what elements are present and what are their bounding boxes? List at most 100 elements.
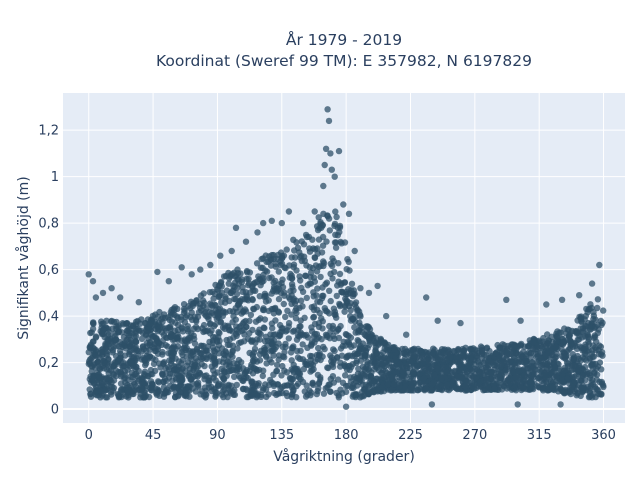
data-point <box>355 365 362 372</box>
data-point <box>275 295 283 303</box>
data-point <box>278 328 286 335</box>
data-point <box>327 388 334 395</box>
data-point <box>332 208 339 215</box>
data-point <box>125 394 132 401</box>
data-point <box>364 324 372 331</box>
data-point <box>285 335 292 342</box>
data-point <box>503 349 510 356</box>
data-point <box>287 349 295 356</box>
outlier-point <box>322 145 330 152</box>
data-point <box>160 360 167 367</box>
data-point <box>100 320 107 327</box>
data-point <box>352 299 360 306</box>
chart-title-line2: Koordinat (Sweref 99 TM): E 357982, N 61… <box>156 52 532 70</box>
data-point <box>281 292 288 299</box>
data-point <box>172 319 179 326</box>
data-point <box>235 329 242 336</box>
data-point <box>479 348 486 355</box>
data-point <box>209 288 216 296</box>
data-point <box>487 370 494 377</box>
data-point <box>563 353 570 360</box>
data-point <box>279 276 286 283</box>
data-point <box>261 292 269 300</box>
data-point <box>216 282 223 290</box>
data-point <box>87 329 94 337</box>
data-point <box>582 363 589 371</box>
outlier-point <box>325 117 333 125</box>
data-point <box>329 322 337 330</box>
data-point <box>311 320 319 328</box>
data-point <box>117 368 124 376</box>
data-point <box>504 376 512 384</box>
data-point <box>160 384 168 391</box>
outlier-point <box>428 401 436 408</box>
data-point <box>354 337 361 344</box>
data-point <box>317 374 324 381</box>
x-axis-title: Vågriktning (grader) <box>273 448 415 465</box>
data-point <box>560 338 567 346</box>
data-point <box>225 382 232 390</box>
data-point <box>177 313 185 321</box>
data-point <box>303 382 310 389</box>
data-point <box>146 346 153 353</box>
data-point <box>297 254 304 261</box>
data-point <box>226 327 234 334</box>
data-point <box>194 325 201 333</box>
x-tick-label: 270 <box>462 428 487 443</box>
data-point <box>285 323 292 330</box>
data-point <box>341 308 348 315</box>
outlier-point <box>365 289 373 297</box>
data-point <box>288 391 296 398</box>
data-point <box>229 271 236 278</box>
outlier-point <box>588 280 596 287</box>
data-point <box>489 352 496 360</box>
data-point <box>310 306 318 314</box>
data-point <box>202 312 210 319</box>
outlier-point <box>285 208 293 215</box>
data-point <box>443 368 450 376</box>
data-point <box>160 311 168 318</box>
data-point <box>512 362 519 369</box>
data-point <box>203 372 210 379</box>
data-point <box>598 366 605 373</box>
data-point <box>373 375 381 382</box>
outlier-point <box>514 401 521 408</box>
outlier-point <box>342 403 350 410</box>
data-point <box>138 335 146 342</box>
data-point <box>255 273 262 280</box>
data-point <box>298 238 305 245</box>
data-point <box>200 302 207 310</box>
data-point <box>409 368 417 376</box>
data-point <box>302 272 310 280</box>
data-point <box>288 311 295 318</box>
data-point <box>253 260 261 267</box>
data-point <box>353 304 360 311</box>
data-point <box>166 324 173 331</box>
data-point <box>237 339 245 346</box>
data-point <box>423 367 430 374</box>
data-point <box>218 345 226 352</box>
data-point <box>298 284 305 292</box>
outlier-point <box>596 261 603 269</box>
y-tick-label: 0,4 <box>38 310 59 325</box>
data-point <box>367 330 375 338</box>
data-point <box>290 236 297 243</box>
data-point <box>212 377 219 384</box>
data-point <box>90 320 97 327</box>
data-point <box>348 363 355 371</box>
data-point <box>553 337 560 344</box>
data-point <box>267 376 274 384</box>
data-point <box>303 233 311 241</box>
data-point <box>275 281 283 288</box>
data-point <box>460 347 468 354</box>
data-point <box>319 222 326 229</box>
data-point <box>271 389 278 397</box>
data-point <box>310 289 317 296</box>
data-point <box>335 260 342 267</box>
data-point <box>455 361 463 368</box>
data-point <box>262 333 270 340</box>
data-point <box>330 357 337 364</box>
data-point <box>336 228 343 236</box>
data-point <box>366 335 373 343</box>
data-point <box>281 354 288 361</box>
